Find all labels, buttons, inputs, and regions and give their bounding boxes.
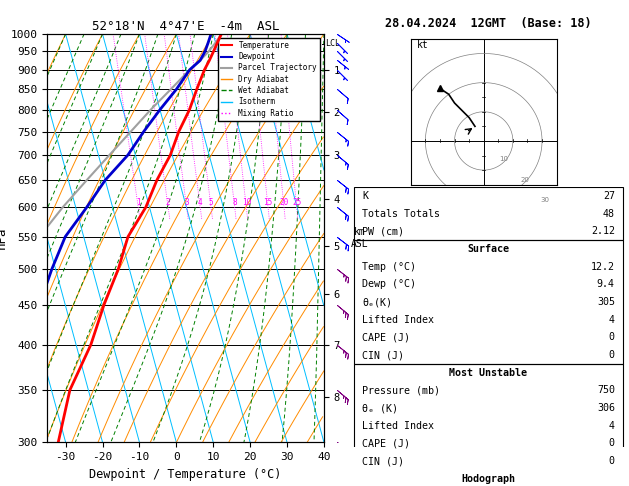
Text: 2: 2 [166, 198, 170, 207]
Text: 30: 30 [540, 197, 550, 203]
Text: CIN (J): CIN (J) [362, 350, 404, 360]
Text: 2.12: 2.12 [591, 226, 615, 236]
Title: 52°18'N  4°47'E  -4m  ASL: 52°18'N 4°47'E -4m ASL [92, 20, 279, 33]
Bar [353, 240, 623, 364]
Text: CAPE (J): CAPE (J) [362, 332, 410, 343]
Text: Hodograph: Hodograph [462, 474, 515, 484]
Text: Surface: Surface [467, 244, 509, 254]
Text: 0: 0 [609, 438, 615, 449]
Text: 12.2: 12.2 [591, 261, 615, 272]
Text: 8: 8 [232, 198, 237, 207]
Text: 10: 10 [499, 156, 509, 162]
Text: K: K [362, 191, 368, 201]
Legend: Temperature, Dewpoint, Parcel Trajectory, Dry Adiabat, Wet Adiabat, Isotherm, Mi: Temperature, Dewpoint, Parcel Trajectory… [218, 38, 320, 121]
Y-axis label: hPa: hPa [0, 227, 8, 249]
Text: PW (cm): PW (cm) [362, 226, 404, 236]
Text: CIN (J): CIN (J) [362, 456, 404, 466]
Text: 9.4: 9.4 [597, 279, 615, 289]
Text: 4: 4 [198, 198, 203, 207]
Text: 1: 1 [136, 198, 140, 207]
Text: θₑ (K): θₑ (K) [362, 403, 398, 413]
Text: Lifted Index: Lifted Index [362, 315, 434, 325]
Text: 305: 305 [597, 297, 615, 307]
Text: CAPE (J): CAPE (J) [362, 438, 410, 449]
Text: 48: 48 [603, 208, 615, 219]
Text: 20: 20 [520, 177, 529, 183]
Text: 5: 5 [209, 198, 213, 207]
Text: 20: 20 [279, 198, 289, 207]
Text: 4: 4 [609, 421, 615, 431]
Text: Temp (°C): Temp (°C) [362, 261, 416, 272]
Text: Totals Totals: Totals Totals [362, 208, 440, 219]
Text: 10: 10 [242, 198, 251, 207]
Text: 0: 0 [609, 350, 615, 360]
Text: 3: 3 [184, 198, 189, 207]
Text: Most Unstable: Most Unstable [449, 368, 528, 378]
Text: Pressure (mb): Pressure (mb) [362, 385, 440, 396]
Bar [353, 364, 623, 470]
Text: 0: 0 [609, 456, 615, 466]
Text: 750: 750 [597, 385, 615, 396]
Text: Lifted Index: Lifted Index [362, 421, 434, 431]
Text: 27: 27 [603, 191, 615, 201]
Text: LCL: LCL [325, 39, 340, 48]
Y-axis label: km
ASL: km ASL [350, 227, 368, 249]
Text: Dewp (°C): Dewp (°C) [362, 279, 416, 289]
Bar [353, 470, 623, 486]
Bar [353, 187, 623, 240]
Text: 28.04.2024  12GMT  (Base: 18): 28.04.2024 12GMT (Base: 18) [385, 17, 592, 30]
Text: 306: 306 [597, 403, 615, 413]
Text: 4: 4 [609, 315, 615, 325]
Text: 0: 0 [609, 332, 615, 343]
Text: 15: 15 [264, 198, 272, 207]
X-axis label: Dewpoint / Temperature (°C): Dewpoint / Temperature (°C) [89, 468, 282, 481]
Text: θₑ(K): θₑ(K) [362, 297, 392, 307]
Text: kt: kt [416, 40, 428, 50]
Text: 25: 25 [292, 198, 301, 207]
